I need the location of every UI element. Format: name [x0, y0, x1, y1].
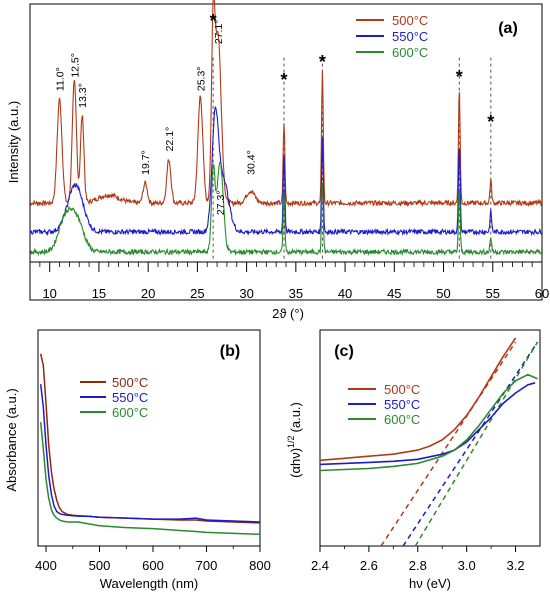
legend-label-1: 550°C — [112, 390, 148, 405]
x-tick-label-0: 2.4 — [311, 558, 329, 573]
panel-c-y-axis-label-unit: (a.u.) — [288, 402, 303, 432]
x-tick-label-0: 10 — [42, 286, 56, 301]
peak-label-0: 11.0° — [55, 67, 67, 91]
panel-c-x-axis: 2.4 2.6 2.8 3.0 3.2 — [311, 546, 525, 573]
panel-a-x-axis-label: 2ϑ (°) — [272, 306, 304, 321]
peak-label-4: 22.1° — [164, 127, 176, 152]
x-tick-label-0: 400 — [35, 558, 57, 573]
star-marker-1: * — [281, 70, 288, 90]
tangent-line-0 — [380, 341, 517, 547]
x-tick-label-9: 55 — [486, 286, 500, 301]
x-tick-label-6: 40 — [338, 286, 352, 301]
x-tick-label-4: 30 — [239, 286, 253, 301]
panel-b-label: (b) — [220, 343, 240, 360]
tauc-series-550°C — [319, 382, 536, 466]
legend-label-2: 600°C — [392, 45, 428, 60]
star-marker-0: * — [210, 11, 217, 31]
star-marker-3: * — [456, 67, 463, 87]
x-tick-label-3: 700 — [196, 558, 218, 573]
legend-label-2: 600°C — [112, 405, 148, 420]
panel-c-y-axis-label-sup: 1/2 — [286, 435, 296, 448]
panel-c-frame — [319, 329, 541, 547]
legend-label-0: 500°C — [112, 375, 148, 390]
peak-label-3: 19.7° — [140, 150, 152, 175]
x-tick-label-5: 35 — [289, 286, 303, 301]
xrd-series-550°C — [29, 105, 542, 237]
panel-a-series — [29, 0, 542, 257]
peak-label-8: 27.3° — [215, 190, 227, 215]
panel-a-x-axis: 10 15 20 25 30 35 40 45 50 55 60 — [30, 261, 549, 301]
panel-b-y-axis-label: Absorbance (a.u.) — [4, 388, 19, 491]
x-tick-label-1: 500 — [89, 558, 111, 573]
panel-a-annotations: 11.0°12.5° 13.3° 19.7° 22.1° 25.3° 27.1° 30.4°… — [55, 20, 258, 216]
x-tick-label-2: 2.8 — [409, 558, 427, 573]
panel-c-x-axis-label: hν (eV) — [409, 576, 451, 591]
tauc-series-500°C — [319, 337, 517, 462]
x-tick-label-8: 50 — [436, 286, 450, 301]
star-marker-4: * — [487, 112, 494, 132]
panel-c-y-axis-label: (αhν)1/2 (a.u.) — [286, 402, 303, 478]
panel-a-star-markers: * * * * * — [210, 11, 495, 132]
panel-a-frame — [29, 3, 543, 301]
x-tick-label-2: 600 — [142, 558, 164, 573]
peak-label-6: 27.1° — [213, 20, 225, 45]
x-tick-label-1: 15 — [92, 286, 106, 301]
x-tick-label-3: 3.0 — [458, 558, 476, 573]
absorbance-series-600°C — [39, 422, 261, 536]
panel-b-x-axis: 400 500 600 700 800 — [35, 546, 271, 573]
peak-label-1: 12.5° — [69, 53, 81, 78]
legend-label-2: 600°C — [384, 412, 420, 427]
x-tick-label-7: 45 — [387, 286, 401, 301]
x-tick-label-2: 20 — [141, 286, 155, 301]
xrd-series-600°C — [29, 161, 542, 257]
legend-label-1: 550°C — [384, 397, 420, 412]
star-marker-2: * — [319, 52, 326, 72]
panel-a-xrd: 11.0°12.5° 13.3° 19.7° 22.1° 25.3° 27.1° 30.4°… — [6, 0, 549, 321]
panel-b-frame — [37, 329, 261, 547]
absorbance-series-550°C — [39, 384, 261, 523]
panel-a-y-axis-label: Intensity (a.u.) — [6, 101, 21, 183]
x-tick-label-4: 800 — [249, 558, 271, 573]
x-tick-label-4: 3.2 — [507, 558, 525, 573]
legend-label-0: 500°C — [384, 382, 420, 397]
xrd-series-500°C — [29, 0, 542, 208]
panel-b-series — [39, 353, 261, 536]
panel-a-label: (a) — [498, 20, 518, 37]
panel-c-tangent-lines — [380, 341, 539, 547]
peak-label-7: 30.4° — [246, 150, 258, 175]
peak-label-2: 13.3° — [77, 83, 89, 108]
panel-b-x-axis-label: Wavelength (nm) — [100, 576, 199, 591]
legend-label-0: 500°C — [392, 13, 428, 28]
tangent-line-1 — [402, 341, 539, 547]
x-tick-label-10: 60 — [535, 286, 549, 301]
tangent-line-2 — [414, 341, 539, 547]
panel-c-y-axis-label-main: (αhν) — [288, 448, 303, 478]
tauc-series-600°C — [319, 373, 538, 472]
x-tick-label-3: 25 — [190, 286, 204, 301]
panel-c-label: (c) — [334, 343, 354, 360]
legend-label-1: 550°C — [392, 29, 428, 44]
peak-label-5: 25.3° — [195, 66, 207, 91]
x-tick-label-1: 2.6 — [360, 558, 378, 573]
panel-c-series — [319, 337, 538, 472]
